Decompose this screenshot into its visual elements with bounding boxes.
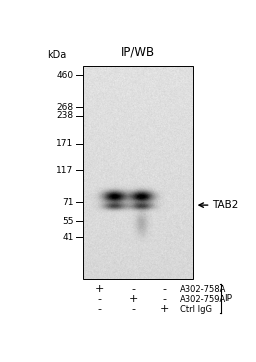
Text: 460: 460 [57, 71, 74, 80]
Text: IP: IP [224, 294, 232, 303]
Text: -: - [98, 294, 101, 304]
Text: 268: 268 [57, 103, 74, 112]
Text: 55: 55 [62, 217, 74, 226]
Text: 171: 171 [56, 139, 74, 148]
Text: +: + [129, 294, 138, 304]
Text: -: - [98, 304, 101, 314]
Bar [83, 66, 193, 279]
Text: -: - [131, 304, 135, 314]
Text: Ctrl IgG: Ctrl IgG [180, 305, 212, 314]
Text: -: - [131, 284, 135, 294]
Text: kDa: kDa [47, 50, 66, 60]
Text: TAB2: TAB2 [212, 200, 239, 210]
Text: -: - [163, 294, 167, 304]
Text: A302-758A: A302-758A [180, 285, 226, 294]
Text: A302-759A: A302-759A [180, 295, 226, 304]
Text: 238: 238 [57, 111, 74, 120]
Text: 71: 71 [62, 198, 74, 207]
Text: IP/WB: IP/WB [121, 46, 155, 59]
Text: +: + [95, 284, 104, 294]
Text: -: - [163, 284, 167, 294]
Text: 117: 117 [56, 166, 74, 175]
Text: 41: 41 [62, 233, 74, 242]
Text: +: + [160, 304, 170, 314]
